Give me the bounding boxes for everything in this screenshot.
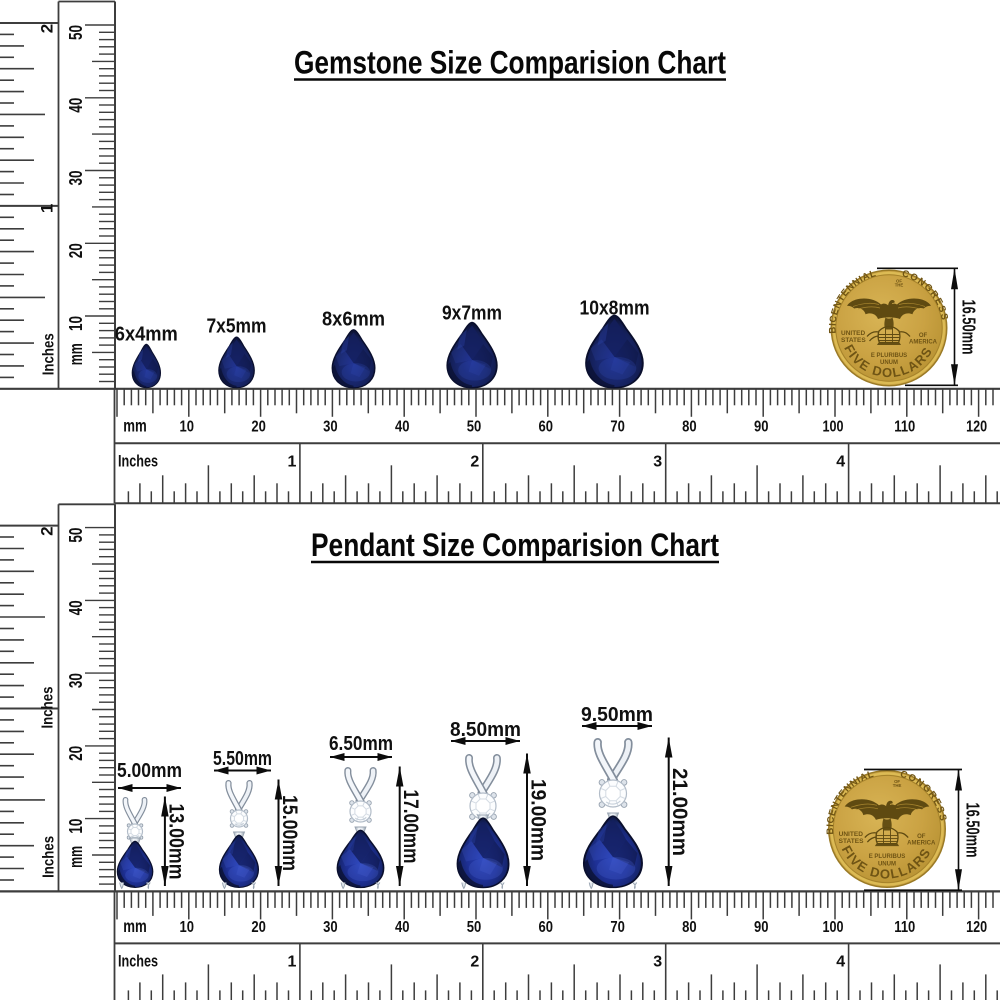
svg-text:10: 10 xyxy=(180,418,195,435)
svg-text:30: 30 xyxy=(66,673,86,688)
svg-text:100: 100 xyxy=(823,919,844,936)
svg-text:10x8mm: 10x8mm xyxy=(580,298,650,320)
svg-text:10: 10 xyxy=(66,316,86,331)
svg-text:E PLURIBUS: E PLURIBUS xyxy=(871,353,907,359)
svg-text:8x6mm: 8x6mm xyxy=(322,309,385,331)
svg-text:20: 20 xyxy=(251,919,266,936)
svg-text:1: 1 xyxy=(287,953,296,970)
svg-text:9.50mm: 9.50mm xyxy=(581,703,653,726)
svg-text:30: 30 xyxy=(66,171,86,186)
svg-text:90: 90 xyxy=(754,919,769,936)
svg-text:40: 40 xyxy=(66,600,86,615)
svg-text:70: 70 xyxy=(610,919,625,936)
svg-text:17.00mm: 17.00mm xyxy=(399,790,422,864)
svg-text:Pendant Size Comparision Chart: Pendant Size Comparision Chart xyxy=(311,527,719,563)
svg-text:100: 100 xyxy=(823,418,844,435)
svg-text:1: 1 xyxy=(287,453,296,470)
svg-text:15.00mm: 15.00mm xyxy=(278,795,301,871)
svg-text:50: 50 xyxy=(66,528,86,543)
svg-text:2: 2 xyxy=(38,526,57,535)
svg-text:2: 2 xyxy=(470,453,479,470)
svg-text:80: 80 xyxy=(682,418,697,435)
svg-text:Inches: Inches xyxy=(40,686,57,728)
svg-text:90: 90 xyxy=(754,418,769,435)
svg-text:OF: OF xyxy=(894,779,900,784)
svg-text:9x7mm: 9x7mm xyxy=(442,303,502,325)
svg-text:4: 4 xyxy=(836,953,845,970)
svg-text:mm: mm xyxy=(123,916,147,936)
svg-text:40: 40 xyxy=(395,418,410,435)
svg-text:2: 2 xyxy=(38,24,57,33)
svg-text:6.50mm: 6.50mm xyxy=(329,732,393,755)
svg-text:UNITED: UNITED xyxy=(839,831,864,838)
svg-text:Inches: Inches xyxy=(41,333,58,375)
svg-text:120: 120 xyxy=(966,418,987,435)
svg-text:5.50mm: 5.50mm xyxy=(213,747,272,770)
svg-text:4: 4 xyxy=(836,453,845,470)
svg-text:Inches: Inches xyxy=(118,951,158,970)
svg-text:10: 10 xyxy=(66,819,86,834)
svg-text:mm: mm xyxy=(123,415,147,435)
svg-text:STATES: STATES xyxy=(839,838,864,845)
svg-text:Inches: Inches xyxy=(41,836,58,878)
svg-text:OF: OF xyxy=(919,333,928,339)
svg-text:80: 80 xyxy=(682,919,697,936)
svg-text:THE: THE xyxy=(893,783,902,788)
svg-text:E PLURIBUS: E PLURIBUS xyxy=(869,854,906,860)
svg-text:50: 50 xyxy=(66,25,86,40)
svg-text:40: 40 xyxy=(395,919,410,936)
svg-text:16.50mm: 16.50mm xyxy=(959,300,979,355)
svg-text:UNUM: UNUM xyxy=(878,861,896,867)
svg-text:20: 20 xyxy=(66,243,86,258)
svg-text:40: 40 xyxy=(66,98,86,113)
svg-text:AMERICA: AMERICA xyxy=(909,340,938,346)
svg-text:UNUM: UNUM xyxy=(880,360,898,366)
svg-text:10: 10 xyxy=(180,919,195,936)
svg-text:19.00mm: 19.00mm xyxy=(527,779,550,861)
svg-text:STATES: STATES xyxy=(841,337,866,344)
svg-text:110: 110 xyxy=(894,418,915,435)
svg-text:21.00mm: 21.00mm xyxy=(668,768,691,856)
svg-text:OF: OF xyxy=(896,279,902,284)
svg-text:3: 3 xyxy=(653,953,662,970)
svg-text:30: 30 xyxy=(323,418,338,435)
svg-text:7x5mm: 7x5mm xyxy=(207,316,267,338)
svg-text:THE: THE xyxy=(895,283,904,288)
svg-text:Inches: Inches xyxy=(118,451,158,470)
svg-text:13.00mm: 13.00mm xyxy=(164,804,187,880)
svg-text:8.50mm: 8.50mm xyxy=(450,718,521,741)
svg-text:UNITED: UNITED xyxy=(841,330,866,337)
svg-text:50: 50 xyxy=(467,418,482,435)
svg-text:70: 70 xyxy=(610,418,625,435)
svg-text:110: 110 xyxy=(894,919,915,936)
svg-text:5.00mm: 5.00mm xyxy=(117,759,182,782)
svg-text:60: 60 xyxy=(539,418,554,435)
svg-text:60: 60 xyxy=(539,919,554,936)
svg-text:Gemstone Size Comparision Char: Gemstone Size Comparision Chart xyxy=(294,45,726,81)
svg-text:20: 20 xyxy=(66,746,86,761)
svg-text:AMERICA: AMERICA xyxy=(907,841,936,847)
svg-text:6x4mm: 6x4mm xyxy=(115,324,178,346)
svg-text:16.50mm: 16.50mm xyxy=(963,803,983,858)
svg-text:120: 120 xyxy=(966,919,987,936)
svg-text:mm: mm xyxy=(66,846,86,868)
svg-text:1: 1 xyxy=(38,204,57,213)
svg-text:20: 20 xyxy=(251,418,266,435)
svg-text:30: 30 xyxy=(323,919,338,936)
svg-text:2: 2 xyxy=(470,953,479,970)
svg-text:50: 50 xyxy=(467,919,482,936)
svg-text:3: 3 xyxy=(653,453,662,470)
svg-text:OF: OF xyxy=(917,834,926,840)
svg-text:mm: mm xyxy=(66,343,86,365)
